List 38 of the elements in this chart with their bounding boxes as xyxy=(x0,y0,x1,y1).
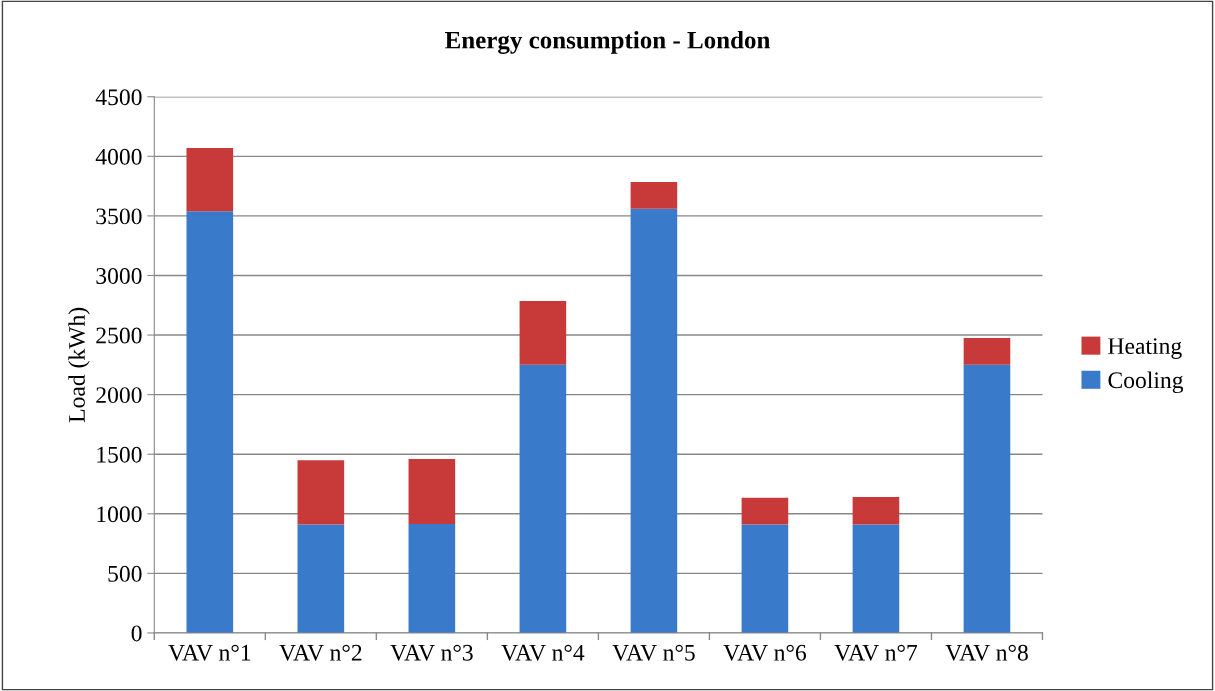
legend-label: Cooling xyxy=(1108,371,1184,394)
y-tick-label: 3000 xyxy=(96,267,142,284)
bar xyxy=(630,208,678,633)
y-tick-label: 1500 xyxy=(97,446,142,463)
bar xyxy=(630,181,678,209)
y-tick-label: 3500 xyxy=(96,208,142,225)
bar xyxy=(963,338,1011,365)
y-tick-label: 0 xyxy=(131,625,142,642)
bar xyxy=(852,524,900,633)
x-tick-label: VAV n°1 xyxy=(168,644,251,661)
bar xyxy=(297,524,345,633)
bar xyxy=(519,301,567,365)
y-tick-label: 4000 xyxy=(95,148,142,165)
bar xyxy=(186,147,234,212)
x-tick-label: VAV n°7 xyxy=(834,644,918,661)
bar xyxy=(741,497,789,525)
y-tick-label: 500 xyxy=(108,565,142,582)
y-axis-title: Load (kWh) xyxy=(68,307,90,423)
x-tick-label: VAV n°6 xyxy=(723,644,807,661)
bar xyxy=(852,497,900,525)
bar xyxy=(963,364,1011,633)
bar xyxy=(741,524,789,633)
bar xyxy=(519,364,567,633)
x-tick-label: VAV n°8 xyxy=(945,644,1028,661)
y-tick-label: 1000 xyxy=(97,506,142,523)
x-tick-label: VAV n°4 xyxy=(501,644,585,661)
y-tick-label: 2000 xyxy=(96,387,142,404)
bar xyxy=(408,458,456,524)
x-tick-label: VAV n°3 xyxy=(390,644,473,661)
x-tick-label: VAV n°2 xyxy=(279,644,362,661)
chart-title: Energy consumption - London xyxy=(445,31,771,54)
bar xyxy=(186,211,234,633)
legend-label: Heating xyxy=(1108,338,1182,359)
y-tick-label: 2500 xyxy=(96,327,142,344)
x-tick-label: VAV n°5 xyxy=(612,644,695,661)
bar xyxy=(408,523,456,633)
bar xyxy=(297,460,345,525)
y-tick-label: 4500 xyxy=(95,89,142,106)
